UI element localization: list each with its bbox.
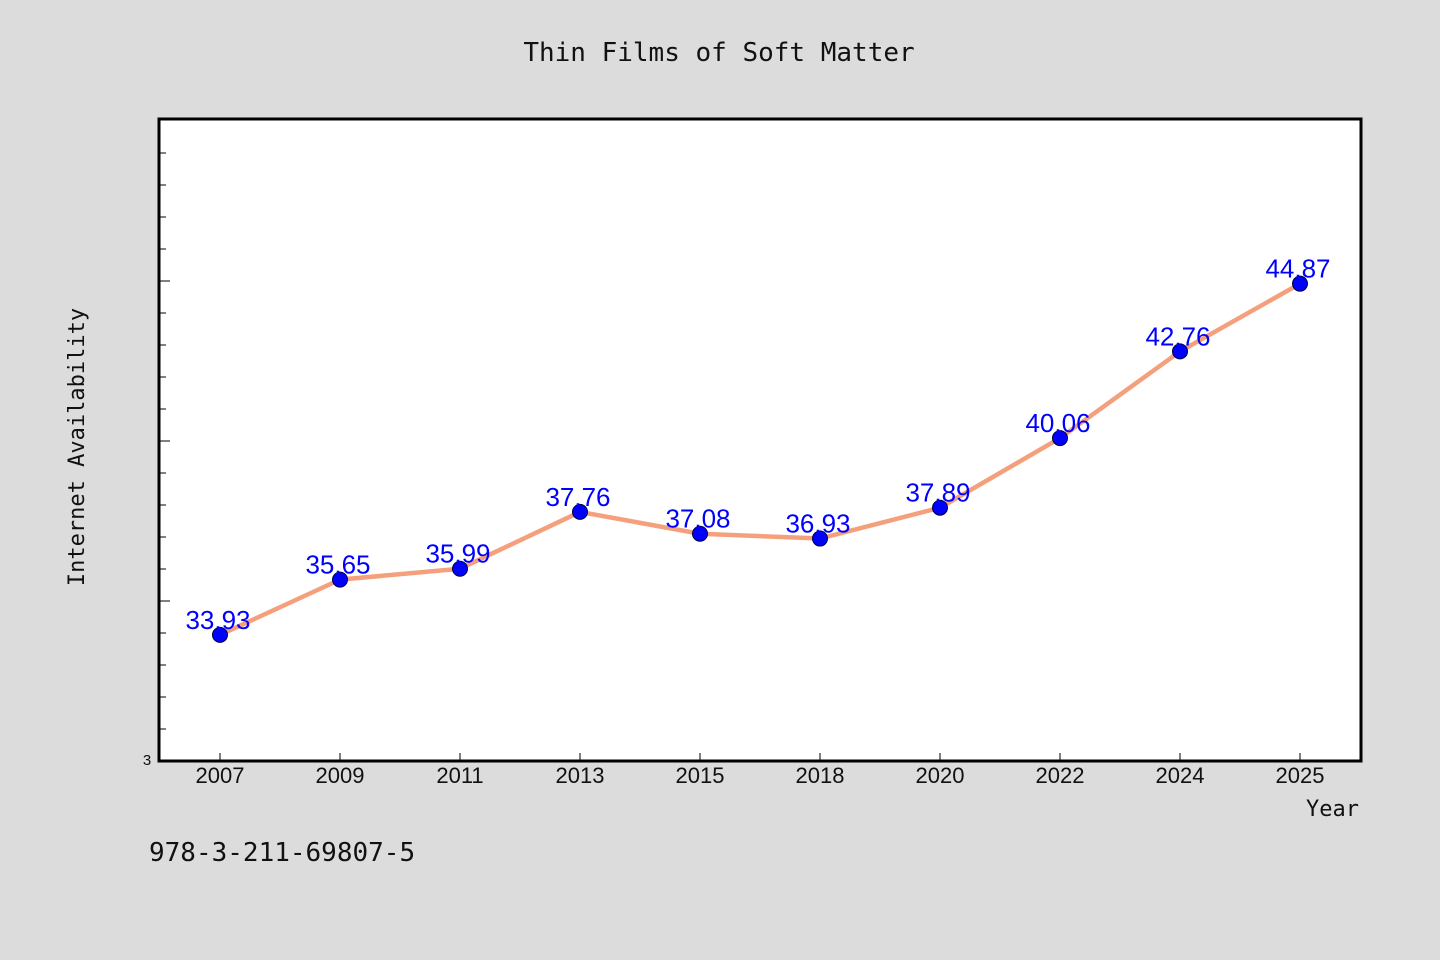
data-label: 36.93	[785, 509, 850, 539]
data-label: 44.87	[1265, 254, 1330, 284]
data-label: 37.89	[905, 478, 970, 508]
data-label: 35.99	[425, 539, 490, 569]
data-point	[332, 571, 348, 588]
data-point	[1052, 430, 1068, 447]
series-layer	[217, 281, 1303, 638]
series-line	[217, 281, 1303, 638]
data-point	[572, 503, 588, 520]
data-label: 33.93	[185, 605, 250, 635]
data-label: 42.76	[1145, 321, 1210, 351]
x-tick-label: 2025	[1276, 763, 1325, 788]
x-tick-label: 2024	[1156, 763, 1205, 788]
data-points	[212, 275, 1308, 643]
data-point	[932, 499, 948, 516]
plot-area	[157, 117, 1363, 763]
x-axis-ticks	[219, 753, 1301, 761]
chart-title: Thin Films of Soft Matter	[523, 38, 914, 68]
data-point	[1292, 275, 1308, 292]
x-axis-tick-labels: 2007 2009 2011 2013 2015 2018 2020 2022 2024 2025	[196, 763, 1325, 788]
x-tick-label: 2009	[316, 763, 365, 788]
data-point	[452, 560, 468, 577]
data-label: 40.06	[1025, 408, 1090, 438]
y-tick-label: 3	[143, 752, 151, 769]
data-point	[1172, 343, 1188, 360]
x-tick-label: 2018	[796, 763, 845, 788]
x-tick-label: 2011	[436, 763, 483, 788]
x-tick-label: 2022	[1036, 763, 1085, 788]
isbn-footnote: 978-3-211-69807-5	[149, 838, 415, 868]
data-point	[692, 525, 708, 542]
data-label: 37.08	[665, 504, 730, 534]
x-tick-label: 2013	[556, 763, 605, 788]
data-point	[812, 530, 828, 547]
y-axis-ticks	[159, 152, 170, 730]
x-tick-label: 2015	[676, 763, 725, 788]
data-label: 35.65	[305, 550, 370, 580]
data-point	[212, 626, 228, 643]
data-label: 37.76	[545, 482, 610, 512]
x-axis-label: Year	[1306, 797, 1359, 822]
x-tick-label: 2007	[196, 763, 245, 788]
x-tick-label: 2020	[916, 763, 965, 788]
data-labels: 33.93 35.65 35.99 37.76 37.08 36.93 37.89 40.06…	[185, 254, 1330, 635]
y-axis-label: Internet Availability	[65, 308, 90, 586]
